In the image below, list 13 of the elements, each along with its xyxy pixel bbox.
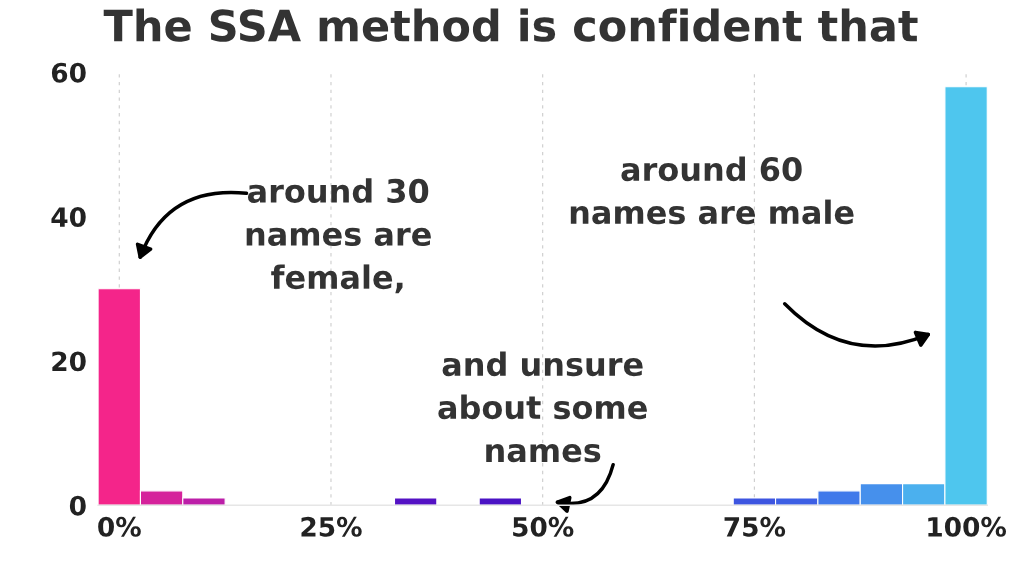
annotation: around 30 names are female, [246,178,431,294]
y-tick-label: 60 [51,62,86,83]
x-tick-label: 50% [513,516,574,537]
x-tick-label: 75% [724,516,786,537]
x-tick-label: 100% [928,516,1007,537]
annotation: and unsure about some names [438,351,647,463]
y-tick-label: 40 [51,207,86,227]
x-tick-label: 0% [98,516,141,537]
annotation: around 60 names are male [570,156,854,225]
y-tick-label: 20 [52,351,86,372]
y-tick-label: 0 [69,495,86,516]
x-tick-label: 25% [301,516,362,537]
chart-title: The SSA method is confident that [103,8,918,42]
